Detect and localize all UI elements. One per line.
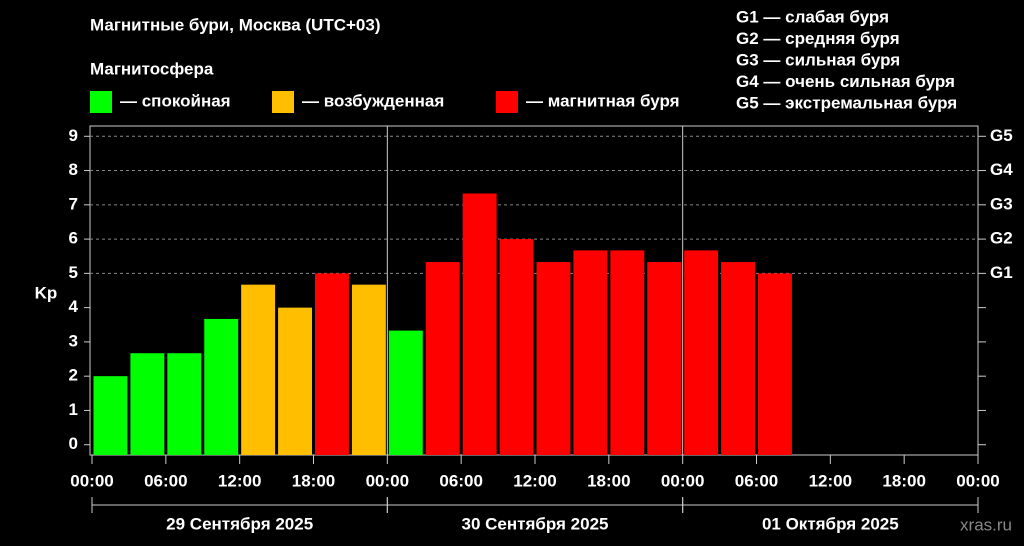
bar	[462, 193, 497, 455]
bar	[721, 262, 755, 455]
x-tick-label: 18:00	[882, 471, 925, 490]
x-tick-label: 06:00	[439, 471, 482, 490]
x-tick-label: 00:00	[366, 471, 409, 490]
y-tick-label: 5	[69, 263, 78, 282]
bar	[315, 273, 349, 455]
date-label: 29 Сентября 2025	[166, 514, 313, 533]
y-tick-label: 4	[69, 297, 79, 316]
y2-tick-label: G5	[990, 126, 1013, 145]
bar	[647, 262, 682, 455]
watermark: xras.ru	[960, 515, 1012, 534]
bar	[241, 284, 276, 455]
x-tick-label: 00:00	[956, 471, 999, 490]
bar	[388, 330, 423, 455]
y-tick-label: 7	[69, 194, 78, 213]
legend-swatch	[272, 91, 294, 113]
date-label: 01 Октября 2025	[762, 514, 899, 533]
bar	[204, 318, 239, 455]
legend-title: Магнитосфера	[90, 59, 214, 78]
scale-legend-item: G5 — экстремальная буря	[736, 93, 957, 112]
x-tick-label: 18:00	[292, 471, 335, 490]
scale-legend-item: G1 — слабая буря	[736, 7, 889, 26]
y-tick-label: 0	[69, 434, 78, 453]
legend-swatch	[496, 91, 518, 113]
y-tick-label: 9	[69, 126, 78, 145]
bar	[758, 273, 792, 455]
bar	[425, 262, 460, 455]
bar	[278, 307, 312, 455]
bar	[351, 284, 386, 455]
date-label: 30 Сентября 2025	[462, 514, 609, 533]
y2-tick-label: G3	[990, 194, 1013, 213]
bar	[499, 239, 534, 455]
bar	[610, 250, 645, 455]
scale-legend-item: G4 — очень сильная буря	[736, 72, 955, 91]
x-tick-label: 12:00	[809, 471, 852, 490]
x-tick-label: 18:00	[587, 471, 630, 490]
y-tick-label: 1	[69, 400, 78, 419]
y2-tick-label: G1	[990, 263, 1013, 282]
x-tick-label: 12:00	[218, 471, 261, 490]
scale-legend-item: G3 — сильная буря	[736, 50, 900, 69]
bar	[536, 262, 571, 455]
scale-legend-item: G2 — средняя буря	[736, 29, 900, 48]
x-tick-label: 00:00	[70, 471, 113, 490]
legend-swatch	[90, 91, 112, 113]
legend-label: — спокойная	[120, 91, 231, 110]
x-tick-label: 00:00	[661, 471, 704, 490]
y-tick-label: 3	[69, 331, 78, 350]
y-tick-label: 8	[69, 160, 78, 179]
legend-label: — магнитная буря	[526, 91, 680, 110]
x-tick-label: 06:00	[735, 471, 778, 490]
bar	[130, 353, 165, 455]
legend-label: — возбужденная	[302, 91, 444, 110]
y-axis-label: Kp	[35, 283, 58, 302]
plot-frame	[89, 125, 979, 456]
y-tick-label: 2	[69, 366, 78, 385]
bar	[573, 250, 608, 455]
chart-title: Магнитные бури, Москва (UTC+03)	[90, 15, 381, 34]
bar	[167, 353, 202, 455]
x-tick-label: 06:00	[144, 471, 187, 490]
y2-tick-label: G4	[990, 160, 1013, 179]
bar	[684, 250, 719, 455]
y2-tick-label: G2	[990, 229, 1013, 248]
y-tick-label: 6	[69, 229, 78, 248]
bar	[93, 376, 128, 455]
x-tick-label: 12:00	[513, 471, 556, 490]
